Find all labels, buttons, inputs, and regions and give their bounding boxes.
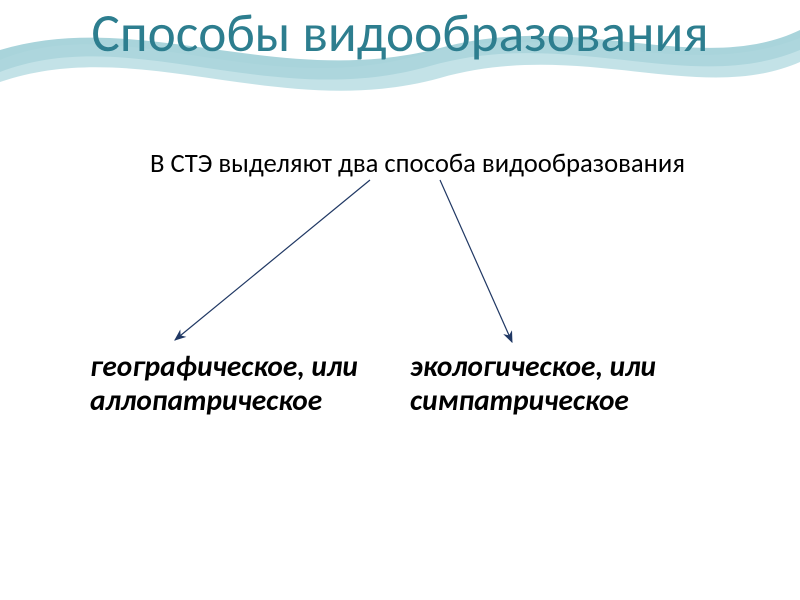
branch-arrows [0, 170, 800, 370]
slide-title: Способы видообразования [0, 6, 800, 62]
slide-subtitle: В СТЭ выделяют два способа видообразован… [150, 148, 750, 180]
arrow-right [440, 180, 512, 342]
arrow-left [175, 180, 370, 340]
slide: Способы видообразования В СТЭ выделяют д… [0, 0, 800, 600]
branch-right-label: экологическое, или симпатрическое [410, 350, 710, 417]
branch-left-label: географическое, или аллопатрическое [90, 350, 380, 417]
